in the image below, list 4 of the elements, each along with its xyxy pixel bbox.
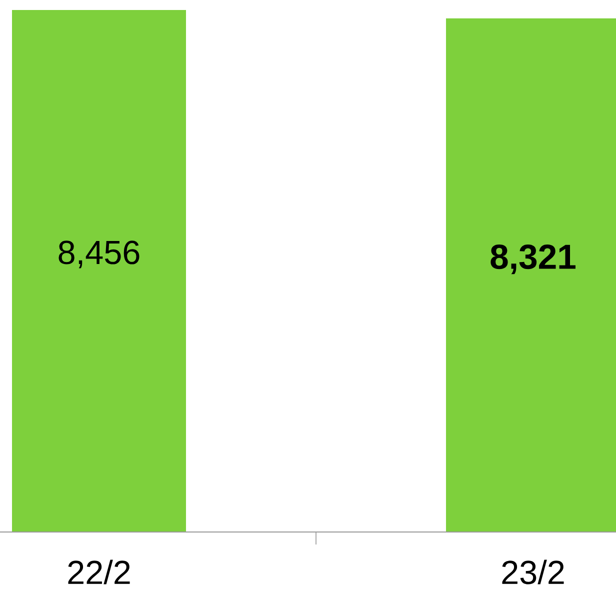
data-label: 8,456 bbox=[58, 240, 140, 268]
x-tick-label: 23/2 bbox=[502, 560, 564, 584]
data-label: 8,321 bbox=[490, 244, 576, 274]
x-tick-label: 22/2 bbox=[68, 560, 130, 584]
